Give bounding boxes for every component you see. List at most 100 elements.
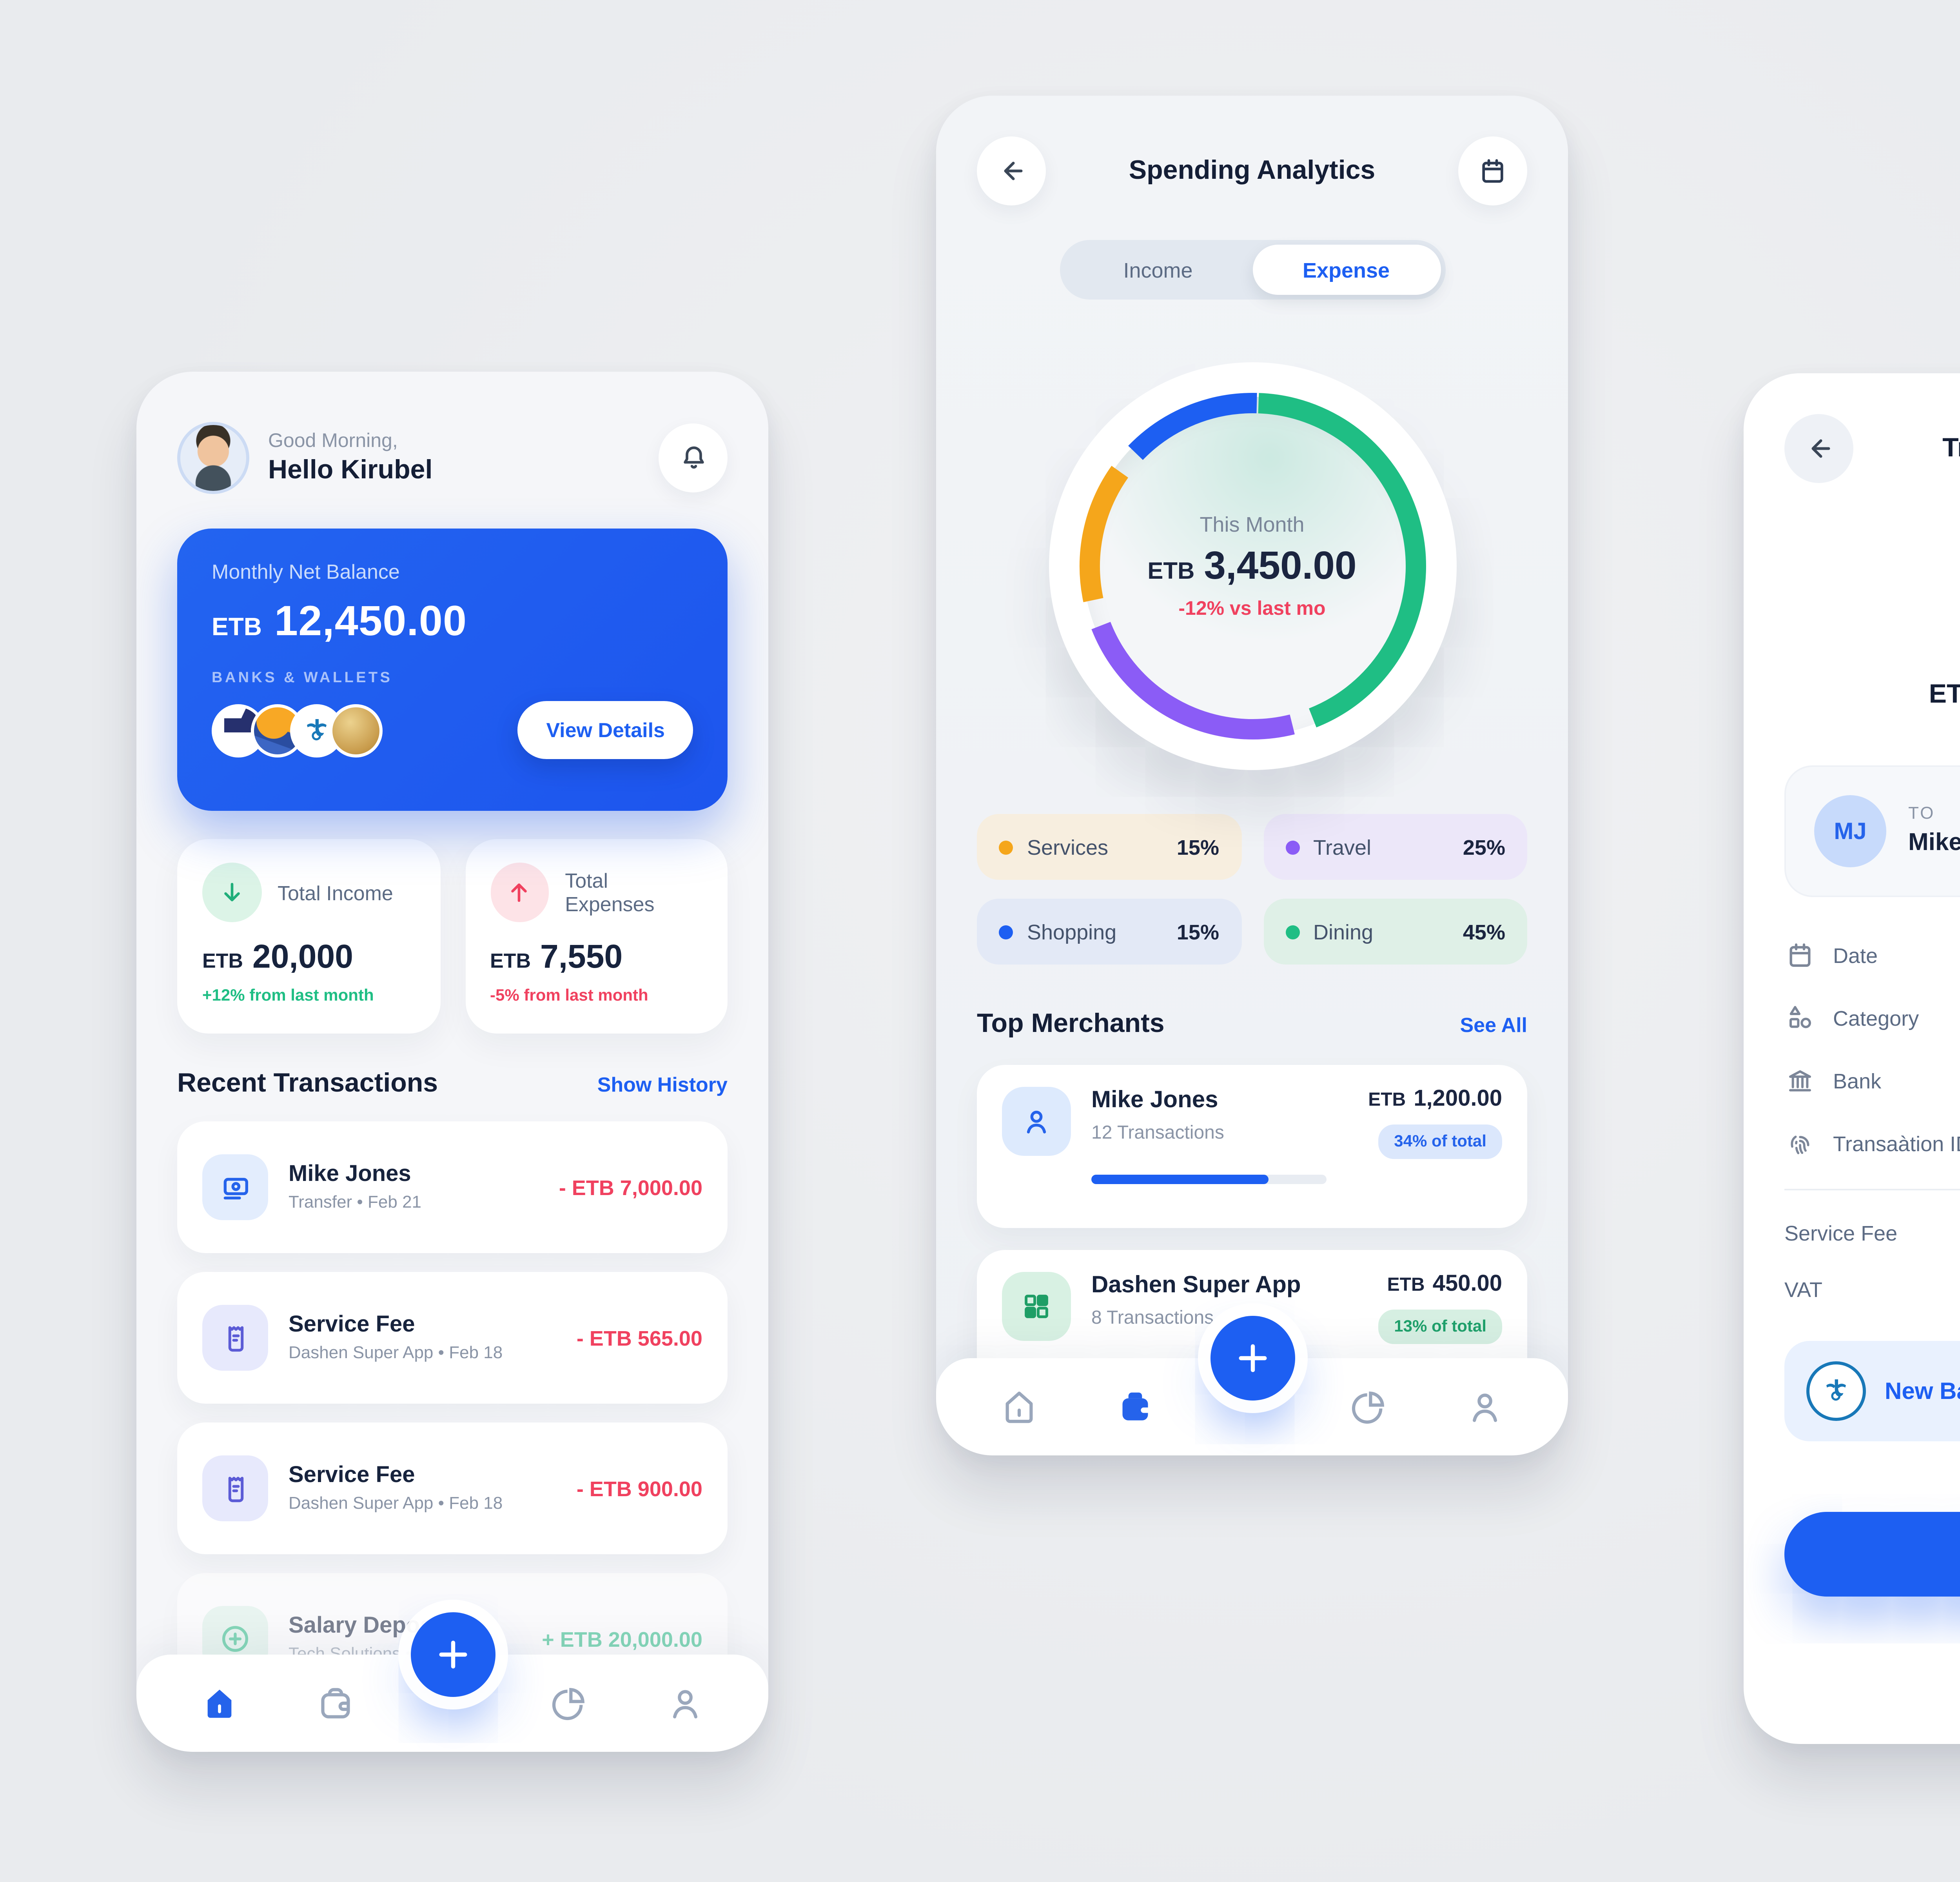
arrow-left-icon	[1004, 162, 1023, 180]
tab-income[interactable]: Income	[1123, 258, 1193, 282]
expense-arrow-badge	[490, 863, 550, 922]
nav-profile-icon[interactable]	[665, 1683, 706, 1724]
page-title: Spending Analytics	[1129, 155, 1376, 185]
fee-label: VAT	[1784, 1278, 1823, 1302]
txn-title: Mike Jones	[289, 1162, 411, 1187]
divider	[1784, 1189, 1960, 1190]
tab-expense[interactable]: Expense	[1252, 245, 1440, 295]
nav-home-icon[interactable]	[199, 1683, 240, 1724]
donut-segments	[1079, 393, 1425, 739]
show-history-link[interactable]: Show History	[597, 1072, 728, 1095]
income-expense-tabs: Income Expense	[1059, 240, 1445, 300]
nav-wallet-icon[interactable]	[1115, 1386, 1156, 1427]
legend-label: Shopping	[1027, 920, 1117, 943]
row-label: Bank	[1833, 1069, 1882, 1092]
merchant-amount: 1,200.00	[1414, 1087, 1502, 1112]
nav-analytics-icon[interactable]	[548, 1683, 589, 1724]
legend-label: Travel	[1313, 835, 1372, 859]
calendar-button[interactable]	[1458, 136, 1527, 205]
see-all-link[interactable]: See All	[1460, 1012, 1528, 1036]
merchant-currency: ETB	[1387, 1273, 1425, 1295]
transaction-row[interactable]: Service Fee Dashen Super App • Feb 18 - …	[177, 1272, 728, 1404]
detail-row-date: Date Feb 21, 2026, 11:39 AM	[1784, 932, 1960, 979]
legend-pct: 25%	[1463, 835, 1505, 859]
legend-dining[interactable]: Dining 45%	[1263, 899, 1527, 965]
amount-currency: ETB	[1929, 679, 1960, 709]
shopping-dot	[999, 925, 1013, 939]
services-dot	[999, 840, 1013, 854]
add-transaction-fab[interactable]	[410, 1612, 495, 1697]
recipient-name: Mike Jones	[1908, 830, 1960, 856]
recipient-direction-label: TO	[1908, 805, 1935, 823]
expenses-delta: -5% from last month	[490, 986, 648, 1005]
donut-currency: ETB	[1147, 558, 1195, 585]
recipient-card: MJ TO Mike Jones	[1784, 765, 1960, 897]
legend-shopping[interactable]: Shopping 15%	[977, 899, 1241, 965]
segment-services	[1079, 393, 1425, 739]
total-income-card[interactable]: Total Income ETB 20,000 +12% from last m…	[177, 839, 440, 1034]
txn-amount: - ETB 565.00	[576, 1326, 702, 1350]
add-transaction-fab[interactable]	[1210, 1316, 1294, 1401]
new-balance-label: New Balance	[1885, 1378, 1960, 1404]
travel-dot	[1285, 840, 1299, 854]
cbe-coin-logo	[329, 703, 383, 757]
arrow-down-icon	[224, 883, 240, 901]
txn-amount: - ETB 7,000.00	[559, 1175, 702, 1199]
income-label: Total Income	[278, 881, 393, 904]
transaction-row[interactable]: Service Fee Dashen Super App • Feb 18 - …	[177, 1422, 728, 1554]
nav-wallet-icon[interactable]	[316, 1683, 356, 1724]
donut-period-label: This Month	[1200, 513, 1305, 536]
receipt-icon	[202, 1455, 268, 1521]
back-button[interactable]	[977, 136, 1046, 205]
avatar[interactable]	[177, 422, 249, 494]
arrow-left-icon	[1811, 439, 1830, 458]
balance-label: Monthly Net Balance	[212, 560, 400, 583]
segment-shopping	[1079, 393, 1425, 739]
spending-donut-chart: This Month ETB 3,450.00 -12% vs last mo	[1048, 362, 1456, 770]
view-details-button[interactable]: View Details	[518, 701, 693, 759]
back-button[interactable]	[1784, 414, 1853, 483]
greeting-text: Good Morning,	[268, 430, 398, 452]
user-name: Hello Kirubel	[268, 455, 433, 485]
row-label: Category	[1833, 1006, 1919, 1030]
grid-icon	[1002, 1272, 1071, 1341]
txn-subtitle: Dashen Super App • Feb 18	[289, 1495, 503, 1513]
txn-subtitle: Dashen Super App • Feb 18	[289, 1344, 503, 1363]
analytics-screen: Spending Analytics Income Expense This M…	[936, 96, 1568, 1455]
person-icon	[1002, 1087, 1071, 1156]
view-receipt-button[interactable]: View Receipt	[1784, 1512, 1960, 1597]
top-merchants-title: Top Merchants	[977, 1008, 1165, 1038]
home-screen: Good Morning, Hello Kirubel Monthly Net …	[136, 372, 768, 1752]
calendar-icon	[1482, 159, 1503, 183]
transaction-row[interactable]: Mike Jones Transfer • Feb 21 - ETB 7,000…	[177, 1121, 728, 1253]
calendar-icon	[1789, 943, 1811, 967]
detail-row-bank: Bank Telebirr	[1784, 1057, 1960, 1104]
legend-services[interactable]: Services 15%	[977, 814, 1241, 880]
txn-amount: + ETB 20,000.00	[542, 1627, 702, 1651]
merchant-transactions: 8 Transactions	[1091, 1306, 1214, 1328]
merchant-card[interactable]: Mike Jones 12 Transactions ETB 1,200.00 …	[977, 1065, 1527, 1228]
telebirr-logo-small	[1806, 1361, 1866, 1421]
txn-title: Service Fee	[289, 1313, 415, 1338]
income-arrow-badge	[202, 863, 262, 922]
nav-home-icon[interactable]	[999, 1386, 1040, 1427]
nav-analytics-icon[interactable]	[1348, 1386, 1389, 1427]
total-expenses-card[interactable]: Total Expenses ETB 7,550 -5% from last m…	[465, 839, 728, 1034]
merchant-progress	[1091, 1175, 1327, 1184]
bell-icon	[683, 445, 703, 468]
segment-dining	[1079, 393, 1425, 739]
merchant-currency: ETB	[1368, 1088, 1406, 1110]
legend-pct: 45%	[1463, 920, 1505, 943]
merchant-name: Dashen Super App	[1091, 1272, 1301, 1299]
category-legend: Services 15% Travel 25% Shopping 15% Din…	[977, 814, 1527, 965]
balance-currency: ETB	[212, 615, 262, 641]
new-balance-card: New Balance ETB 545.63	[1784, 1341, 1960, 1441]
receipt-icon	[202, 1305, 268, 1371]
expenses-currency: ETB	[490, 949, 531, 972]
nav-profile-icon[interactable]	[1465, 1386, 1505, 1427]
service-fee-row: Service Fee ETB 6.96	[1784, 1220, 1960, 1247]
legend-travel[interactable]: Travel 25%	[1263, 814, 1527, 880]
notifications-button[interactable]	[659, 423, 728, 492]
income-amount: 20,000	[252, 939, 353, 976]
